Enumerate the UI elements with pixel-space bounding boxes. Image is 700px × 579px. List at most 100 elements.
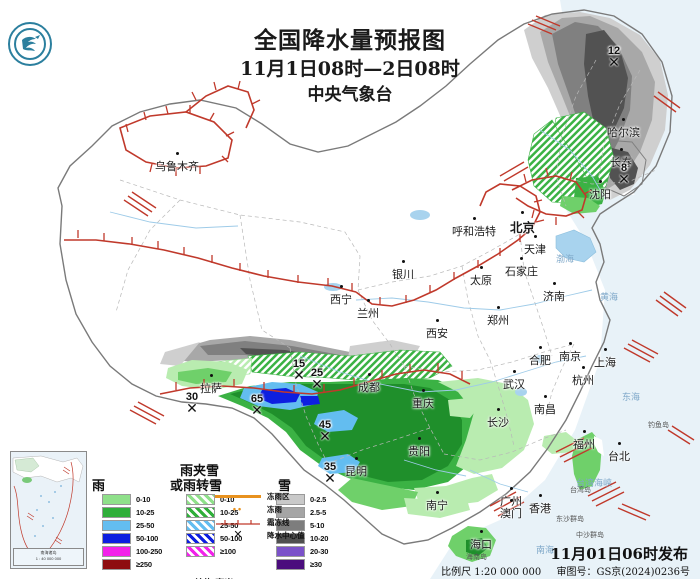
city-label-nanning: 南宁 bbox=[426, 491, 448, 513]
island-label: 海南岛 bbox=[466, 554, 487, 561]
city-dot-icon bbox=[568, 342, 572, 345]
precip-center-35: 35 ✕ bbox=[315, 462, 345, 486]
city-dot-icon bbox=[520, 257, 523, 260]
legend-item-rain-4: 100-250 bbox=[102, 545, 162, 558]
city-dot-icon bbox=[538, 494, 542, 497]
city-dot-icon bbox=[603, 348, 607, 351]
legend-label-rain-4: 100-250 bbox=[136, 546, 163, 556]
legend-swatch-rain-2 bbox=[102, 519, 131, 531]
city-label-kunming: 昆明 bbox=[345, 457, 367, 479]
city-label-changsha: 长沙 bbox=[487, 408, 509, 430]
city-dot-icon bbox=[366, 299, 370, 302]
city-dot-icon bbox=[479, 530, 483, 533]
legend-heading-sleet-1: 雨夹雪 bbox=[180, 464, 220, 479]
precip-center-x-icon: ✕ bbox=[608, 54, 620, 70]
wind-shear-symbols bbox=[35, 15, 695, 549]
legend-item-sleet-1: 10-25 bbox=[186, 506, 242, 519]
legend-item-rain-0: 0-10 bbox=[102, 493, 162, 506]
city-dot-icon bbox=[339, 285, 343, 288]
precip-center-30: 30 ✕ bbox=[177, 392, 207, 416]
footer-info: 比例尺 1:20 000 000 审图号：GS京(2024)0236号 bbox=[429, 563, 690, 578]
city-dot-icon bbox=[543, 395, 547, 398]
legend-item-snow-5: ≥30 bbox=[276, 558, 328, 571]
legend-swatch-rain-3 bbox=[102, 532, 131, 544]
legend-swatch-sleet-1 bbox=[186, 506, 215, 518]
south-china-sea-inset[interactable]: 南海诸岛 1 : 40 000 000 bbox=[10, 451, 87, 569]
city-label-yinchuan: 银川 bbox=[392, 260, 414, 282]
legend-item-sleet-0: 0-10 bbox=[186, 493, 242, 506]
city-label-hefei: 合肥 bbox=[529, 346, 551, 368]
city-dot-icon bbox=[552, 282, 556, 285]
city-label-macau: 澳门 bbox=[500, 499, 522, 521]
precip-center-x-icon: ✕ bbox=[618, 171, 630, 187]
precip-center-x-icon: ✕ bbox=[311, 376, 323, 392]
legend-freezing-rain-zone: 冻雨区 bbox=[215, 490, 395, 503]
city-label-hongkong: 香港 bbox=[529, 494, 551, 516]
island-label: 钓鱼岛 bbox=[648, 422, 669, 429]
city-label-wuhan: 武汉 bbox=[503, 370, 525, 392]
city-dot-icon bbox=[598, 180, 602, 183]
city-label-beijing: 北京 bbox=[510, 211, 535, 236]
precip-center-value: 25 bbox=[310, 367, 324, 379]
city-label-hangzhou: 杭州 bbox=[572, 366, 594, 388]
precip-center-65: 65 ✕ bbox=[242, 394, 272, 418]
ocean-area bbox=[430, 190, 700, 579]
city-dot-icon bbox=[472, 217, 476, 220]
city-label-lhasa: 拉萨 bbox=[200, 374, 222, 396]
legend-label-rain-5: ≥250 bbox=[136, 559, 152, 569]
lakes bbox=[324, 210, 548, 396]
city-dot-icon bbox=[617, 442, 621, 445]
precip-center-x-icon: ✕ bbox=[319, 428, 331, 444]
legend-precip-center: ✕ 降水中心值 bbox=[215, 529, 395, 542]
legend-label-snow-3: 10-20 bbox=[310, 533, 329, 543]
precip-center-value: 45 bbox=[318, 419, 332, 431]
legend-heading-snow: 雪 bbox=[278, 479, 292, 494]
legend-swatch-snow-4 bbox=[276, 545, 305, 557]
precip-center-value: 12 bbox=[607, 45, 621, 57]
city-label-jinan: 济南 bbox=[543, 282, 565, 304]
legend-frost-line: 霜冻线 bbox=[215, 516, 395, 529]
city-label-chongqing: 重庆 bbox=[412, 389, 434, 411]
sea-label: 南海 bbox=[536, 545, 555, 555]
frost-line-barbs bbox=[77, 80, 593, 393]
city-label-xian: 西安 bbox=[426, 319, 448, 341]
legend-item-sleet-2: 25-50 bbox=[186, 519, 242, 532]
rivers bbox=[109, 129, 607, 493]
precip-center-12: 12 ✕ bbox=[599, 45, 629, 70]
city-dot-icon bbox=[401, 260, 405, 263]
city-label-taiyuan: 太原 bbox=[470, 266, 492, 288]
legend-label-snow-4: 20-30 bbox=[310, 546, 329, 556]
legend-label-snow-0: 0-2.5 bbox=[310, 494, 327, 504]
map-approval-number: 审图号：GS京(2024)0236号 bbox=[556, 567, 690, 578]
precip-center-value: 15 bbox=[292, 358, 306, 370]
inset-scale-line1: 南海诸岛 bbox=[40, 550, 57, 555]
publish-time: 11月01日06时发布 bbox=[550, 545, 688, 563]
city-label-hohhot: 呼和浩特 bbox=[452, 217, 496, 239]
city-dot-icon bbox=[175, 152, 179, 155]
legend-item-snow-2: 5-10 bbox=[276, 519, 328, 532]
legend-freezing-rain-label: 冻雨 bbox=[267, 505, 282, 514]
precip-area-northeast bbox=[524, 12, 668, 214]
sea-label: 台湾海峡 bbox=[576, 478, 613, 488]
legend-swatch-sleet-4 bbox=[186, 545, 215, 557]
city-dot-icon bbox=[533, 235, 537, 238]
legend-swatch-rain-0 bbox=[102, 493, 131, 505]
legend-swatch-snow-3 bbox=[276, 532, 305, 544]
coastline bbox=[57, 9, 673, 545]
island-label: 中沙群岛 bbox=[576, 532, 604, 539]
legend-precip-center-label: 降水中心值 bbox=[267, 531, 305, 540]
legend-heading-sleet-2: 或雨转雪 bbox=[170, 479, 223, 494]
city-label-zhengzhou: 郑州 bbox=[487, 306, 509, 328]
legend-label-rain-0: 0-10 bbox=[136, 494, 151, 504]
legend-freezing-rain-zone-label: 冻雨区 bbox=[267, 492, 290, 501]
island-label: 台湾岛 bbox=[570, 487, 591, 494]
legend-item-rain-1: 10-25 bbox=[102, 506, 162, 519]
city-dot-icon bbox=[582, 430, 586, 433]
city-label-shanghai: 上海 bbox=[594, 348, 616, 370]
legend-label-snow-1: 2.5-5 bbox=[310, 507, 327, 517]
city-dot-icon bbox=[512, 370, 516, 373]
legend-label-sleet-0: 0-10 bbox=[220, 494, 235, 504]
city-dot-icon bbox=[496, 408, 500, 411]
legend-swatch-sleet-0 bbox=[186, 493, 215, 505]
